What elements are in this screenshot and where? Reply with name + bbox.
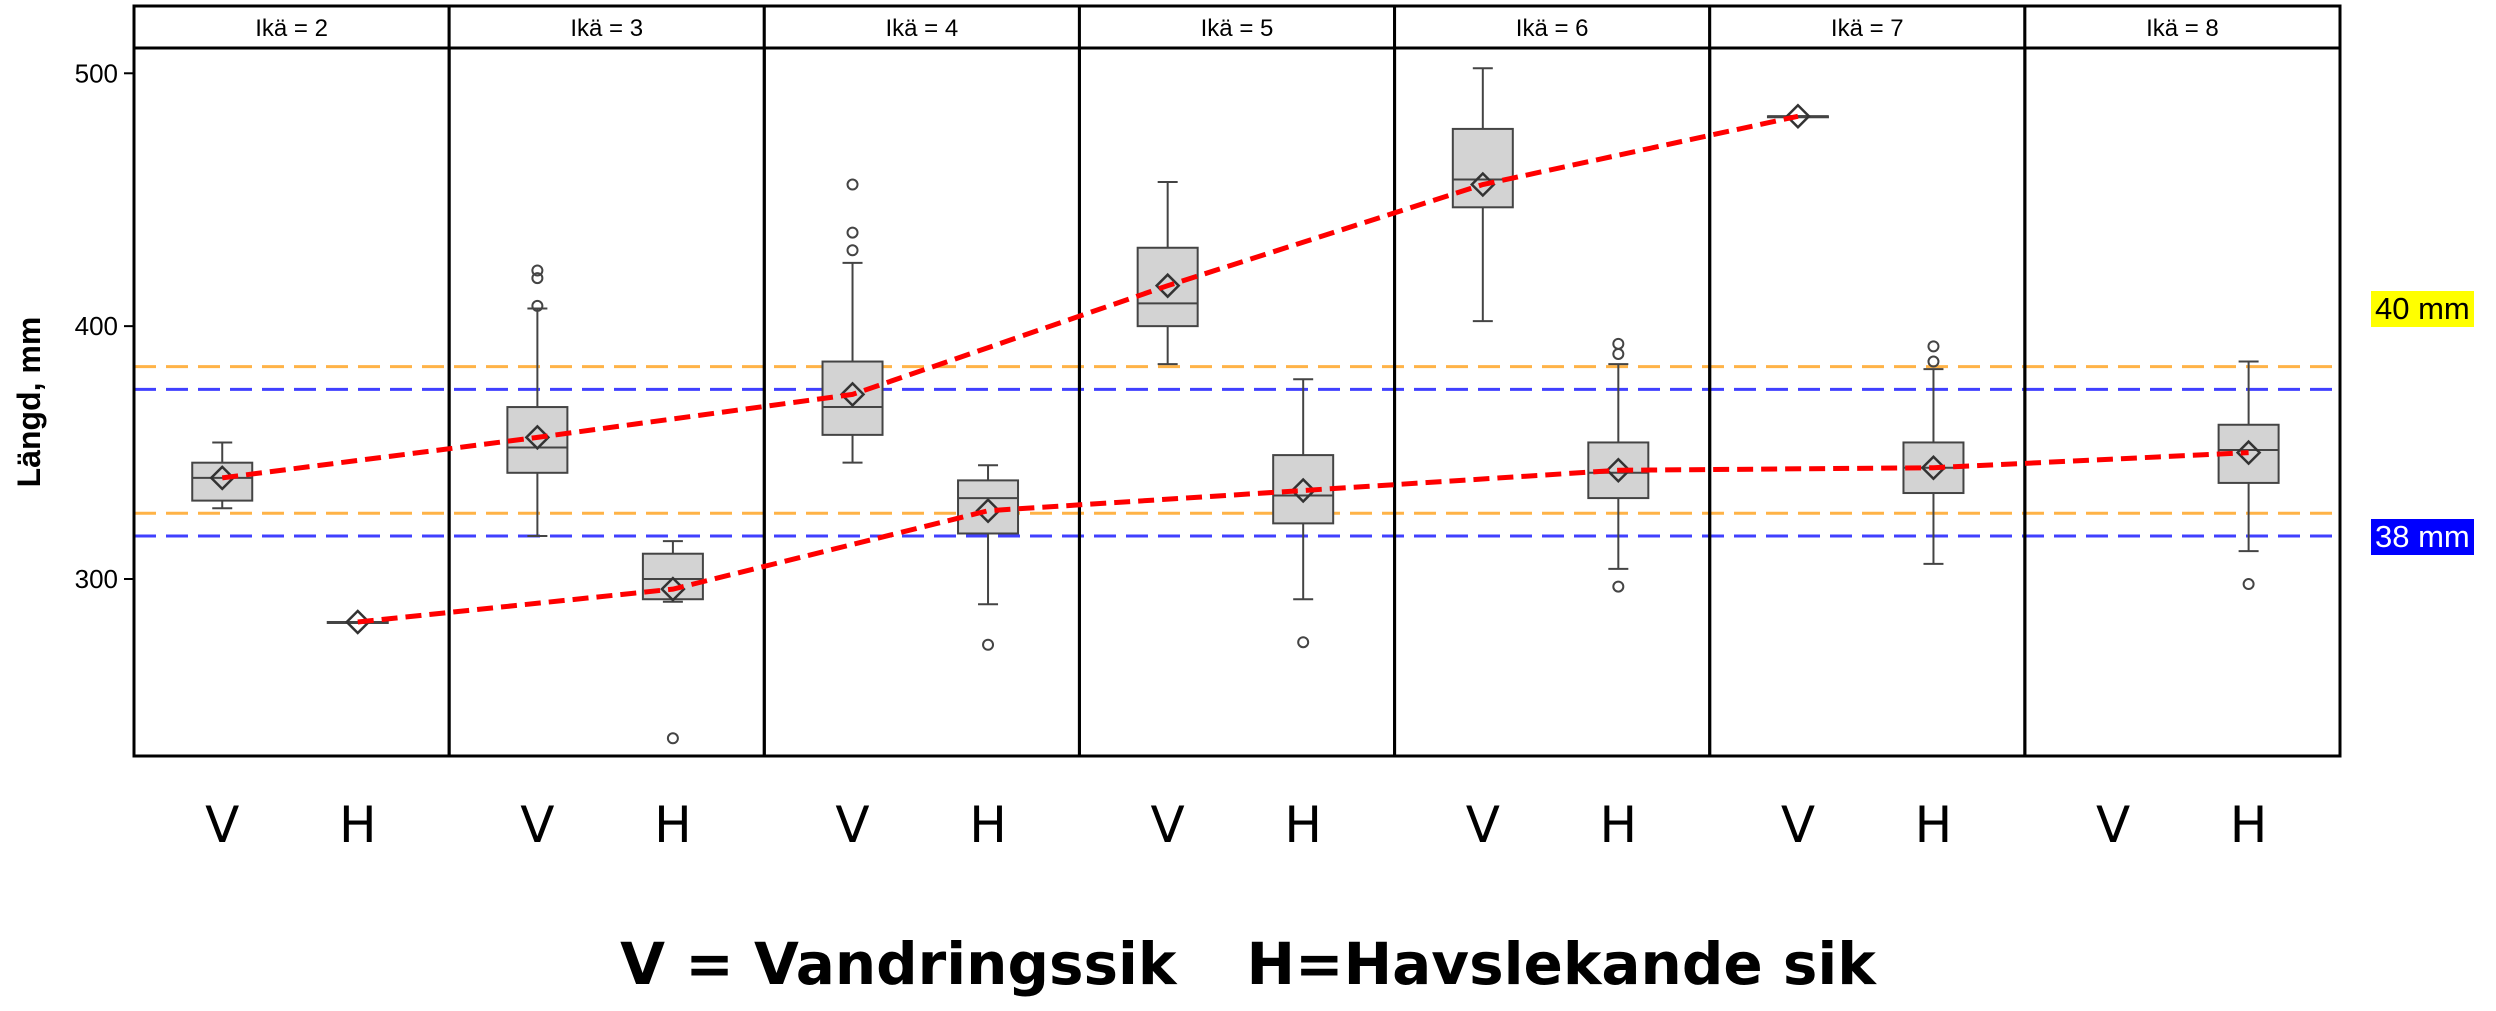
- x-tick-V-3: V: [1151, 796, 1185, 854]
- outlier-point: [1612, 580, 1625, 593]
- mean-marker-H-3: [1290, 477, 1316, 504]
- group-caption: V = Vandringssik H=Havslekande sik: [0, 930, 2496, 998]
- outlier-point: [846, 178, 859, 191]
- x-tick-H-6: H: [2230, 796, 2268, 854]
- box-H-3: [1272, 454, 1335, 525]
- x-tick-V-1: V: [520, 796, 554, 854]
- y-tick-label-500: 500: [75, 58, 118, 88]
- y-axis-label: Längd, mm: [11, 317, 47, 488]
- mean-marker-V-3: [1154, 272, 1181, 299]
- panel-label-1: Ikä = 3: [570, 15, 643, 42]
- ref-label-40mm: 40 mm: [2371, 291, 2474, 327]
- mean-trend-V: [221, 113, 1799, 481]
- panel-header-1: [447, 4, 766, 50]
- outlier-point: [982, 638, 995, 651]
- mean-marker-H-6: [2235, 439, 2262, 466]
- mean-marker-V-2: [839, 381, 866, 408]
- outlier-point: [846, 226, 859, 239]
- ref-label-38mm: 38 mm: [2371, 519, 2474, 555]
- outlier-point: [1927, 355, 1940, 368]
- panel-frame-5: [1708, 46, 2027, 758]
- x-tick-V-6: V: [2096, 796, 2130, 854]
- caption-vandringssik: V = Vandringssik: [620, 930, 1177, 998]
- outlier-point: [666, 732, 679, 745]
- outlier-point: [1612, 347, 1625, 360]
- outlier-point: [531, 264, 544, 277]
- x-tick-H-5: H: [1915, 796, 1953, 854]
- x-tick-H-1: H: [654, 796, 692, 854]
- caption-havslekande: H=Havslekande sik: [1246, 930, 1876, 998]
- x-tick-V-4: V: [1466, 796, 1500, 854]
- panel-frame-4: [1393, 46, 1712, 758]
- x-tick-V-5: V: [1781, 796, 1815, 854]
- panel-label-0: Ikä = 2: [255, 15, 328, 42]
- x-tick-H-2: H: [969, 796, 1007, 854]
- y-tick-label-400: 400: [75, 311, 118, 341]
- panel-frame-6: [2023, 46, 2342, 758]
- panel-label-3: Ikä = 5: [1201, 15, 1274, 42]
- x-tick-H-0: H: [339, 796, 377, 854]
- outlier-point: [531, 272, 544, 285]
- x-tick-V-2: V: [835, 796, 869, 854]
- mean-marker-H-0: [344, 609, 371, 635]
- mean-marker-H-4: [1605, 457, 1632, 484]
- mean-marker-V-1: [524, 424, 551, 451]
- box-V-0: [191, 461, 254, 502]
- outlier-point: [846, 244, 859, 257]
- mean-marker-H-5: [1920, 454, 1947, 481]
- x-tick-V-0: V: [205, 796, 239, 854]
- panel-frame-0: [132, 46, 451, 758]
- outlier-point: [2242, 578, 2255, 591]
- panel-label-2: Ikä = 4: [885, 15, 958, 42]
- mean-marker-V-5: [1785, 103, 1811, 130]
- panel-label-4: Ikä = 6: [1516, 15, 1589, 42]
- panel-label-6: Ikä = 8: [2146, 15, 2219, 42]
- outlier-point: [1612, 337, 1625, 350]
- panel-header-0: [132, 4, 451, 50]
- panel-header-3: [1077, 4, 1397, 50]
- x-tick-H-3: H: [1284, 796, 1322, 854]
- panel-frame-3: [1077, 46, 1397, 758]
- x-tick-H-4: H: [1600, 796, 1638, 854]
- panel-frame-2: [762, 46, 1081, 758]
- outlier-point: [1927, 340, 1940, 353]
- mean-marker-V-0: [209, 465, 236, 491]
- outlier-point: [1297, 636, 1310, 649]
- panel-frame-1: [447, 46, 766, 758]
- outlier-point: [531, 299, 544, 312]
- box-H-2: [957, 479, 1020, 535]
- mean-trend-H: [357, 450, 2249, 625]
- panel-label-5: Ikä = 7: [1831, 15, 1904, 42]
- mean-marker-H-2: [975, 497, 1001, 524]
- y-tick-label-300: 300: [75, 564, 118, 594]
